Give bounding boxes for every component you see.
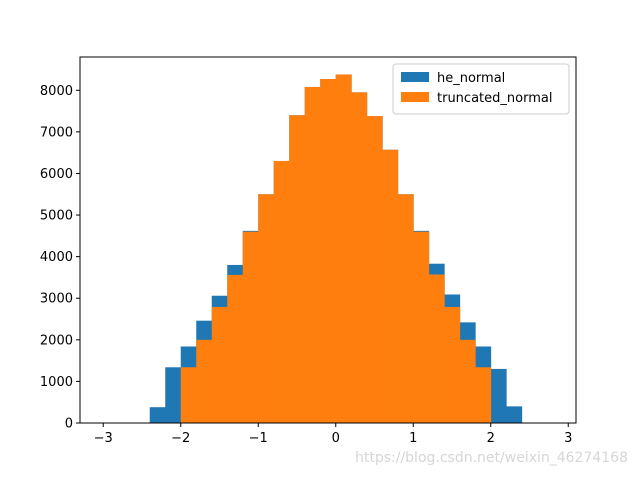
bars-layer [149,74,523,424]
x-tick-label: −2 [171,431,190,446]
bar-truncated-normal-16 [428,274,445,423]
bar-truncated-normal-10 [335,74,352,423]
bar-he-normal-1 [165,367,182,423]
bar-truncated-normal-13 [382,149,399,423]
bar-truncated-normal-5 [258,194,275,423]
bar-truncated-normal-18 [459,339,476,423]
bar-truncated-normal-15 [413,231,430,423]
bar-truncated-normal-6 [273,160,290,424]
bar-he-normal-22 [490,368,507,423]
plot-frame [79,56,577,424]
bar-truncated-normal-19 [475,367,492,423]
watermark-text: https://blog.csdn.net/weixin_46274168 [355,450,628,466]
bar-truncated-normal-8 [304,86,321,423]
legend-box [392,63,570,115]
y-tick-label: 6000 [40,167,73,182]
bar-truncated-normal-0 [180,367,197,423]
bar-truncated-normal-4 [242,231,259,423]
x-axis: −3 −2 −1 0 1 2 3 [94,423,572,446]
y-tick-label: 3000 [40,292,73,307]
bar-truncated-normal-9 [320,79,337,423]
bar-truncated-normal-2 [211,306,228,423]
x-tick-label: −3 [94,431,113,446]
bar-truncated-normal-7 [289,115,306,423]
x-tick-label: 3 [564,431,572,446]
bar-truncated-normal-3 [227,274,244,423]
bar-truncated-normal-11 [351,92,368,423]
legend-label-he-normal: he_normal [437,71,505,86]
y-tick-label: 1000 [40,375,73,390]
x-tick-label: 0 [332,431,340,446]
bar-he-normal-0 [149,407,166,423]
y-tick-label: 7000 [40,125,73,140]
series-truncated-normal [180,74,492,424]
y-axis: 0 1000 2000 3000 4000 5000 6000 7000 8000 [40,84,80,432]
legend: he_normal truncated_normal [392,63,570,115]
y-tick-label: 8000 [40,84,73,99]
y-tick-label: 2000 [40,333,73,348]
bar-truncated-normal-1 [196,339,213,423]
x-tick-label: −1 [249,431,268,446]
x-tick-label: 1 [409,431,417,446]
x-tick-label: 2 [487,431,495,446]
legend-label-truncated-normal: truncated_normal [437,91,552,106]
y-tick-label: 4000 [40,250,73,265]
bar-he-normal-23 [506,406,523,423]
bar-truncated-normal-12 [366,116,383,423]
bar-truncated-normal-14 [397,194,414,423]
legend-swatch-truncated-normal [401,92,429,102]
y-tick-label: 0 [65,417,73,432]
legend-swatch-he-normal [401,72,429,82]
bar-truncated-normal-17 [444,306,461,423]
y-tick-label: 5000 [40,209,73,224]
